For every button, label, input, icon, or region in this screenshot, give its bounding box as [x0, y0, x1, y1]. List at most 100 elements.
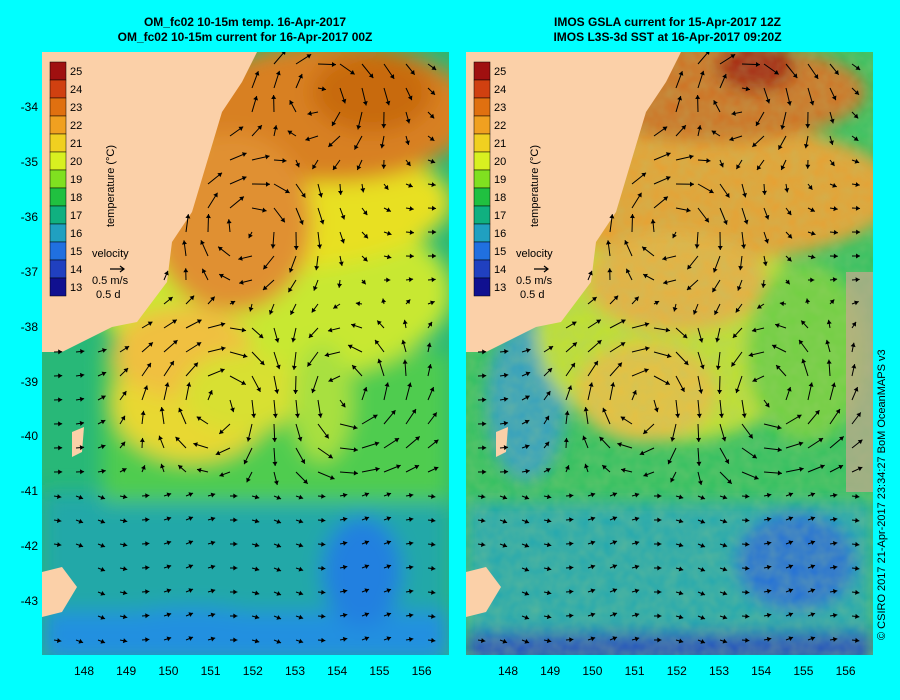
arrow-head: [773, 70, 779, 75]
arrow-head: [855, 182, 860, 188]
arrow-head: [431, 565, 436, 571]
colorbar-swatch: [473, 241, 491, 261]
arrow-head: [803, 143, 809, 149]
right-panel-title: IMOS GSLA current for 15-Apr-2017 12Z IM…: [460, 15, 875, 45]
arrow-head: [210, 636, 216, 642]
arrow-head: [178, 407, 183, 413]
arrow-head: [251, 413, 257, 418]
arrow-head: [677, 95, 682, 101]
arrow-head: [832, 492, 838, 498]
arrow-head: [857, 439, 863, 445]
arrow-head: [850, 342, 856, 348]
arrow-head: [742, 192, 747, 198]
arrow-head: [784, 188, 790, 193]
colorbar-tick-label: 25: [494, 66, 506, 78]
latitude-tick-label: -35: [20, 154, 38, 169]
arrow-head: [741, 244, 747, 249]
arrow-head: [276, 615, 282, 620]
arrow-head: [431, 589, 436, 595]
arrow-head: [354, 144, 359, 150]
colorbar-tick-label: 16: [70, 228, 82, 240]
arrow-head: [590, 636, 596, 642]
left-panel-title: OM_fc02 10-15m temp. 16-Apr-2017 OM_fc02…: [40, 15, 450, 45]
arrow-head: [58, 469, 63, 475]
arrow-head: [122, 494, 128, 500]
arrow-head: [725, 192, 730, 198]
arrow-head: [80, 349, 85, 355]
arrow-head: [275, 364, 281, 370]
arrow-head: [810, 277, 815, 283]
arrow-head: [386, 588, 392, 594]
arrow-head: [605, 240, 611, 245]
arrow-head: [299, 219, 304, 225]
arrow-head: [386, 636, 392, 642]
colorbar-swatch: [473, 79, 491, 99]
arrow-head: [288, 267, 294, 273]
arrow-head: [502, 518, 508, 524]
arrow-head: [290, 310, 295, 315]
arrow-head: [584, 463, 589, 469]
arrow-head: [172, 340, 178, 345]
arrow-head: [717, 389, 723, 394]
arrow-head: [853, 136, 859, 141]
arrow-head: [833, 253, 838, 259]
arrow-head: [777, 424, 782, 430]
arrow-head: [525, 468, 530, 474]
arrow-head: [617, 442, 622, 448]
arrow-head: [254, 638, 260, 644]
arrow-head: [830, 161, 835, 166]
arrow-head: [686, 207, 691, 213]
arrow-head: [239, 279, 244, 285]
arrow-head: [145, 565, 150, 571]
arrow-head: [621, 467, 626, 473]
arrow-head: [825, 339, 831, 345]
arrow-head: [79, 420, 85, 426]
arrow-head: [722, 614, 728, 620]
arrow-head: [189, 295, 195, 301]
arrow-head: [738, 265, 744, 271]
arrow-head: [766, 612, 772, 618]
arrow-head: [289, 100, 294, 105]
arrow-head: [590, 540, 596, 546]
arrow-head: [101, 348, 107, 353]
velocity-speed: 0.5 m/s: [516, 275, 553, 287]
colorbar-title: temperature (°C): [105, 145, 117, 227]
velocity-scale-arrow: [534, 265, 549, 273]
arrow-head: [736, 164, 741, 170]
arrow-head: [363, 233, 369, 239]
arrow-head: [657, 613, 662, 619]
arrow-head: [572, 342, 577, 347]
arrow-head: [706, 158, 711, 164]
arrow-head: [246, 477, 251, 483]
arrow-head: [686, 285, 692, 291]
arrow-head: [379, 143, 385, 149]
arrow-head: [273, 480, 279, 486]
arrow-head: [338, 261, 344, 266]
colorbar-tick-label: 20: [494, 156, 506, 168]
colorbar-swatch: [49, 79, 67, 99]
arrow-head: [545, 468, 551, 473]
arrow-head: [268, 309, 274, 315]
arrow-head: [596, 340, 602, 345]
arrow-head: [308, 333, 314, 338]
arrow-head: [291, 365, 297, 370]
arrow-head: [287, 130, 293, 135]
arrow-head: [731, 110, 736, 116]
arrow-head: [386, 207, 391, 212]
arrow-head: [188, 564, 194, 569]
left-map-panel: 25 24 23 22 21 20 19 18 17 16 15 14 13 temperature (°…: [42, 52, 449, 655]
arrow-head: [293, 389, 299, 394]
arrow-head: [810, 612, 816, 618]
arrow-head: [590, 492, 596, 498]
arrow-head: [634, 540, 640, 546]
arrow-head: [524, 615, 530, 620]
arrow-head: [680, 387, 685, 392]
arrow-head: [757, 304, 762, 309]
arrow-head: [748, 433, 753, 439]
colorbar-tick-label: 18: [70, 192, 82, 204]
arrow-head: [121, 468, 127, 473]
arrow-head: [238, 255, 243, 261]
arrow-head: [201, 268, 207, 274]
arrow-head: [745, 86, 751, 92]
arrow-head: [342, 492, 348, 498]
